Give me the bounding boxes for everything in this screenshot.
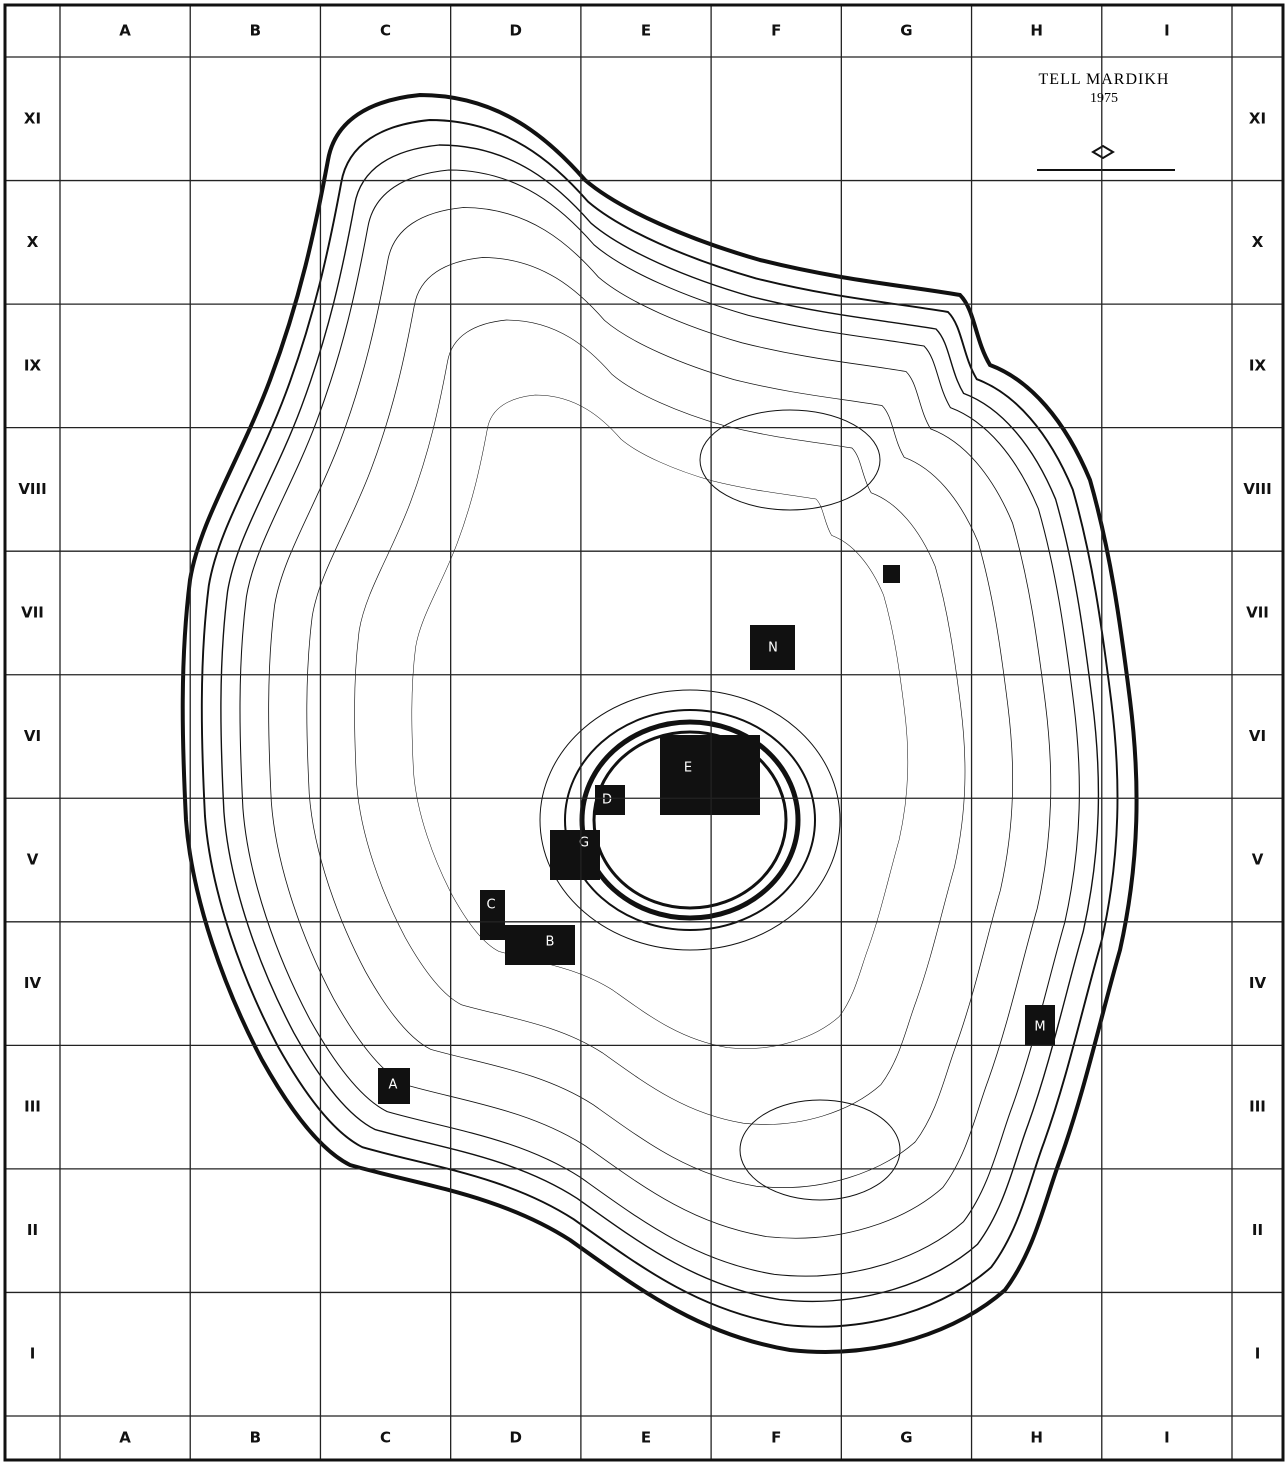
column-label: D xyxy=(510,22,522,40)
row-label: V xyxy=(27,851,39,869)
row-label: I xyxy=(30,1345,36,1363)
contours xyxy=(183,95,1137,1352)
row-label: VII xyxy=(21,603,44,621)
map: A B C D E G M N TELL MARDIKH 1975 A A B B C C… xyxy=(0,0,1288,1463)
column-label: H xyxy=(1030,22,1043,40)
row-label: XI xyxy=(24,109,41,127)
column-label: G xyxy=(900,22,912,40)
area-label: N xyxy=(768,641,778,656)
row-label: VIII xyxy=(1243,480,1271,498)
map-title: TELL MARDIKH xyxy=(1039,71,1170,88)
row-label: VIII xyxy=(18,480,46,498)
area-labels: A B C D E G M N xyxy=(389,641,1046,1093)
column-label: F xyxy=(771,1429,781,1447)
area-label: A xyxy=(389,1078,398,1093)
column-label: F xyxy=(771,22,781,40)
row-label: IV xyxy=(1249,974,1267,992)
row-label: I xyxy=(1255,1345,1261,1363)
row-label: II xyxy=(1252,1221,1263,1239)
area-label: B xyxy=(546,935,555,950)
column-label: C xyxy=(380,1429,391,1447)
row-label: XI xyxy=(1249,109,1266,127)
column-label: I xyxy=(1164,1429,1170,1447)
row-label: VI xyxy=(24,727,41,745)
area-label: M xyxy=(1034,1020,1045,1035)
row-label: II xyxy=(27,1221,38,1239)
map-year: 1975 xyxy=(1090,91,1118,106)
row-label: X xyxy=(27,233,39,251)
column-label: H xyxy=(1030,1429,1043,1447)
column-label: E xyxy=(641,1429,651,1447)
column-label: I xyxy=(1164,22,1170,40)
column-label: A xyxy=(119,1429,131,1447)
column-label: A xyxy=(119,22,131,40)
area-label: C xyxy=(486,898,495,913)
area-label: E xyxy=(684,761,692,776)
row-label: X xyxy=(1252,233,1264,251)
column-label: C xyxy=(380,22,391,40)
area-label: D xyxy=(602,793,612,808)
row-label: III xyxy=(1249,1098,1266,1116)
row-label: IX xyxy=(24,356,42,374)
column-label: G xyxy=(900,1429,912,1447)
row-label: IX xyxy=(1249,356,1267,374)
scale-bar xyxy=(1037,146,1175,170)
column-label: E xyxy=(641,22,651,40)
excavation-blocks xyxy=(378,565,1055,1104)
row-label: VI xyxy=(1249,727,1266,745)
row-label: III xyxy=(24,1098,41,1116)
row-label: V xyxy=(1252,851,1264,869)
row-label: VII xyxy=(1246,603,1269,621)
column-label: B xyxy=(250,1429,261,1447)
row-label: IV xyxy=(24,974,42,992)
column-label: B xyxy=(250,22,261,40)
column-label: D xyxy=(510,1429,522,1447)
